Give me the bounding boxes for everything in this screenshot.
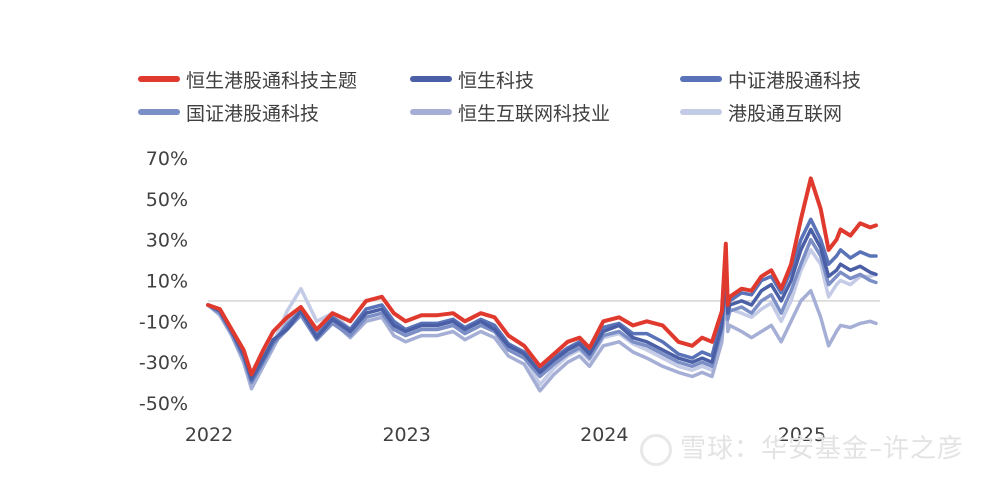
watermark-text: 雪球：华安基金–许之彦 [680,434,965,464]
snowball-logo-icon [640,433,672,466]
x-tick-label: 2022 [185,424,233,446]
legend-label: 恒生互联网科技业 [458,102,611,125]
series-line [206,237,878,385]
legend-swatch [138,76,180,82]
legend-item: 恒生港股通科技主题 [138,66,357,92]
watermark: 雪球：华安基金–许之彦 [640,428,964,466]
y-tick-label: -30% [139,352,188,374]
y-tick-label: 70% [146,148,188,170]
legend-label: 国证港股通科技 [186,102,320,125]
legend-swatch [680,109,722,115]
legend-label: 恒生科技 [458,69,535,92]
legend-item: 恒生互联网科技业 [410,99,610,125]
legend-item: 恒生科技 [410,66,534,92]
y-tick-label: 30% [146,230,188,252]
legend-swatch [410,109,452,115]
legend-swatch [138,109,180,115]
legend-label: 恒生港股通科技主题 [186,69,358,92]
y-tick-label: 10% [146,271,188,293]
y-tick-label: 50% [146,189,188,211]
legend-label: 中证港股通科技 [728,69,862,92]
legend-item: 中证港股通科技 [680,66,861,92]
legend-item: 港股通互联网 [680,99,842,125]
legend-swatch [410,76,452,82]
x-tick-label: 2024 [580,424,628,446]
legend-swatch [680,76,722,82]
series-line [206,176,878,377]
legend-label: 港股通互联网 [728,102,843,125]
y-tick-label: -10% [139,311,188,333]
y-tick-label: -50% [139,393,188,415]
legend-item: 国证港股通科技 [138,99,319,125]
x-tick-label: 2025 [778,424,826,446]
series-line [206,227,878,381]
x-tick-label: 2023 [382,424,430,446]
